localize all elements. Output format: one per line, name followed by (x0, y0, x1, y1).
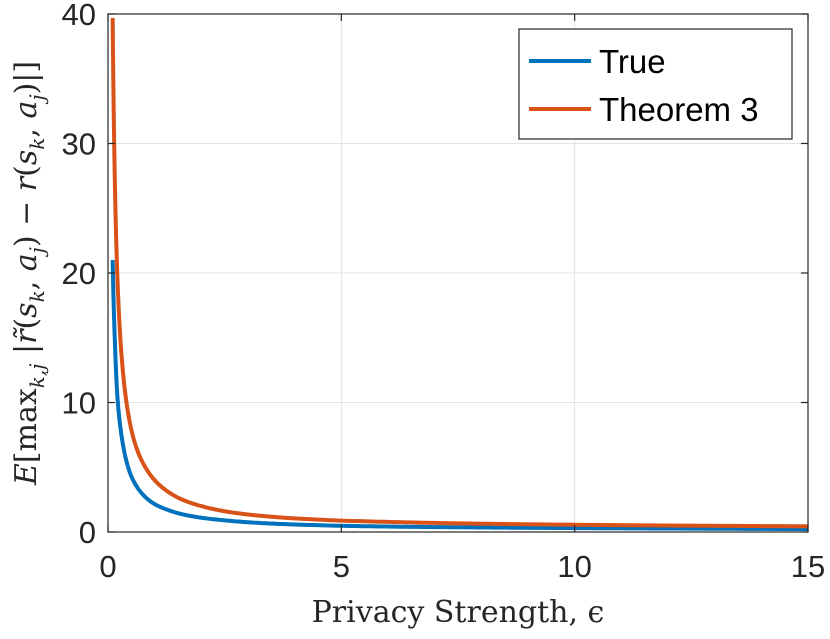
legend: True Theorem 3 (518, 28, 793, 140)
x-tick-label: 10 (557, 549, 591, 584)
x-tick-label: 5 (333, 549, 350, 584)
y-tick-label: 40 (62, 0, 96, 32)
tick-labels: 0 5 10 15 0 10 20 30 40 (62, 0, 826, 584)
legend-label: Theorem 3 (599, 91, 759, 128)
y-tick-label: 0 (79, 515, 96, 550)
x-tick-label: 0 (99, 549, 116, 584)
y-axis-label: E[maxk,j |r̃(sk, aj) − r(sk, aj)|] (9, 61, 49, 486)
x-tick-label: 15 (791, 549, 825, 584)
y-tick-label: 30 (62, 127, 96, 162)
svg-text:E[maxk,j |r̃(sk, aj) − r(sk, a: E[maxk,j |r̃(sk, aj) − r(sk, aj)|] (9, 61, 49, 486)
y-tick-label: 10 (62, 386, 96, 421)
series-line-theorem-3 (110, 17, 809, 529)
x-axis-label: Privacy Strength, ϵ (312, 595, 605, 630)
series-layer (110, 17, 809, 532)
legend-box (518, 28, 793, 140)
y-tick-label: 20 (62, 256, 96, 291)
series-line-true (110, 260, 809, 532)
legend-label: True (599, 43, 666, 80)
ticks (107, 13, 809, 533)
